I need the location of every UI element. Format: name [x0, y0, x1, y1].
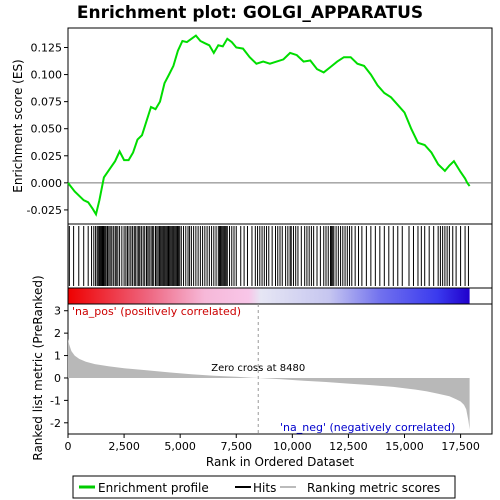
metric-y-tick-label: -2 [50, 417, 61, 430]
metric-y-axis-label: Ranked list metric (PreRanked) [31, 275, 45, 460]
negative-correlation-label: 'na_neg' (negatively correlated) [280, 421, 455, 434]
x-tick-label: 0 [65, 440, 72, 453]
es-y-tick-label: 0.100 [31, 69, 63, 82]
metric-panel-frame [67, 303, 493, 435]
metric-y-tick-label: 0 [54, 372, 61, 385]
x-tick-label: 7,500 [221, 440, 253, 453]
metric-y-axis: -2 -1 0 1 2 3 [50, 305, 68, 430]
es-y-tick-label: 0.075 [31, 96, 63, 109]
es-y-axis-label: Enrichment score (ES) [11, 59, 25, 192]
es-y-tick-label: 0.125 [31, 41, 63, 54]
zero-cross-label: Zero cross at 8480 [211, 363, 305, 374]
metric-y-tick-label: 3 [54, 305, 61, 318]
legend-box [72, 475, 456, 499]
es-y-tick-label: 0.050 [31, 123, 63, 136]
es-y-tick-label: 0.000 [31, 177, 63, 190]
x-tick-label: 10,000 [273, 440, 312, 453]
metric-y-tick-label: 1 [54, 350, 61, 363]
hits-panel [67, 223, 493, 289]
metric-y-tick-label: -1 [50, 394, 61, 407]
metric-panel: -2 -1 0 1 2 3 Zero cross at 8480 'na_pos' (po… [31, 275, 493, 461]
positive-correlation-label: 'na_pos' (positively correlated) [72, 305, 241, 318]
es-panel: -0.025 0.000 0.025 0.050 0.075 0.100 0.125 Enr… [11, 27, 493, 225]
hit-marks [68, 226, 469, 286]
x-axis-label: Rank in Ordered Dataset [206, 455, 354, 469]
legend-enrichment-label: Enrichment profile [98, 481, 209, 495]
metric-y-tick-label: 2 [54, 327, 61, 340]
x-axis: 0 2,500 5,000 7,500 10,000 12,500 15,000 17,500 [65, 434, 480, 453]
es-y-axis: -0.025 0.000 0.025 0.050 0.075 0.100 0.125 [27, 41, 68, 217]
ranking-metric-area [68, 338, 470, 430]
es-y-tick-label: -0.025 [27, 204, 62, 217]
x-tick-label: 12,500 [329, 440, 368, 453]
rank-color-bar [68, 288, 470, 304]
x-tick-label: 15,000 [385, 440, 424, 453]
x-tick-label: 5,000 [164, 440, 196, 453]
x-tick-label: 2,500 [108, 440, 140, 453]
legend-hits-label: Hits [253, 481, 276, 495]
chart-title: Enrichment plot: GOLGI_APPARATUS [77, 3, 423, 23]
legend-metric-label: Ranking metric scores [307, 481, 440, 495]
x-tick-label: 17,500 [441, 440, 480, 453]
es-panel-frame [67, 27, 493, 225]
enrichment-profile-line [67, 34, 471, 217]
es-y-tick-label: 0.025 [31, 150, 63, 163]
legend: Enrichment profile Hits Ranking metric s… [72, 475, 456, 499]
